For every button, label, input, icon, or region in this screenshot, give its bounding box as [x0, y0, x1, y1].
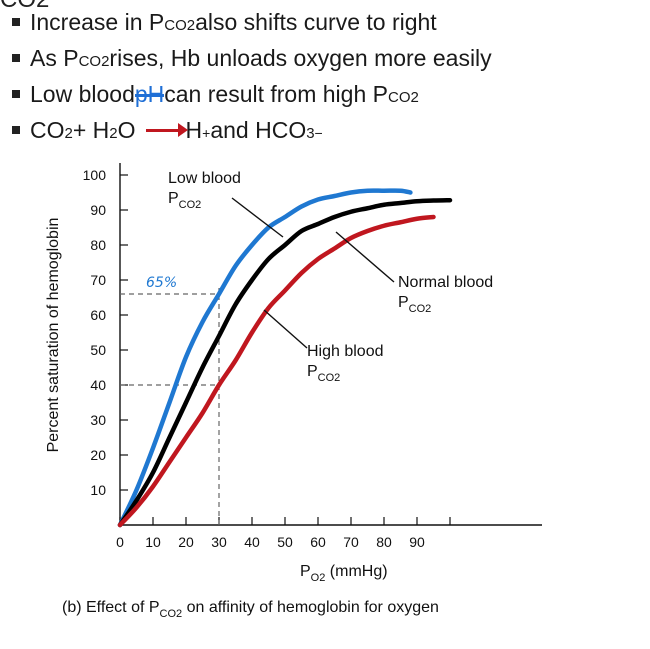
bullet-1-post: also shifts curve to right: [195, 9, 437, 35]
x-tick-label: 80: [376, 534, 392, 550]
eq-plus-h: + H: [72, 117, 110, 143]
annotation-sub: CO2: [179, 199, 202, 211]
y-tick-label: 20: [90, 447, 106, 463]
y-axis-label: Percent saturation of hemoglobin: [45, 218, 62, 453]
x-tick-label: 0: [116, 534, 124, 550]
eq-hco-sup: −: [314, 125, 323, 141]
y-tick-label: 80: [90, 237, 106, 253]
annotation-label: High blood: [307, 343, 384, 360]
annotation-label-sub: PCO2: [168, 190, 201, 211]
bullet-dot: [12, 18, 20, 26]
x-tick-label: 10: [145, 534, 161, 550]
eq-and-hco: and HCO: [210, 117, 307, 143]
chart-axes: 10 20 30 40 50 60 70 80 90 100 0 10 20 30 40 50 60 70 80 90: [83, 163, 542, 550]
bullet-dot: [12, 54, 20, 62]
y-tick-label: 70: [90, 272, 106, 288]
annotation-label-sub: PCO2: [307, 363, 340, 384]
eq-co: CO: [30, 117, 65, 143]
annotation-p: P: [398, 294, 409, 311]
x-tick-label: 20: [178, 534, 194, 550]
bullet-2-post: rises, Hb unloads oxygen more easily: [109, 45, 492, 71]
bullet-3-mid: can result from high P: [164, 81, 388, 107]
eq-h: H: [185, 117, 203, 143]
x-tick-label: 70: [343, 534, 359, 550]
handwritten-note: 65%: [146, 275, 177, 291]
bullet-2-sub: CO2: [78, 53, 110, 70]
bullet-list: Increase in P CO2 also shifts curve to ri…: [12, 6, 492, 150]
bullet-1-sub: CO2: [164, 17, 196, 34]
eq-h2o-sub: 2: [109, 125, 118, 142]
bullet-3: Low blood pH can result from high P CO2: [12, 78, 492, 114]
chart-curves: [117, 188, 453, 528]
bullet-2: As P CO2 rises, Hb unloads oxygen more ea…: [12, 42, 492, 78]
bullet-2-text: As P: [30, 45, 79, 71]
bullet-dot: [12, 126, 20, 134]
annotation-sub: CO2: [409, 303, 432, 315]
eq-o: O: [117, 117, 136, 143]
y-tick-label: 10: [90, 482, 106, 498]
annotation-label: Normal blood: [398, 274, 493, 291]
y-tick-label: 40: [90, 377, 106, 393]
annotation-leader-line: [231, 197, 284, 238]
y-tick-label: 90: [90, 202, 106, 218]
y-tick-label: 50: [90, 342, 106, 358]
figure-caption: (b) Effect of PCO2 on affinity of hemogl…: [62, 599, 439, 620]
eq-h-sup: +: [202, 125, 211, 141]
x-axis-label: PO2 (mmHg): [300, 563, 388, 584]
curve-low-pco2: [117, 188, 413, 528]
annotation-label: Low blood: [168, 170, 241, 187]
reaction-arrow-icon: [145, 123, 188, 137]
bullet-3-sub: CO2: [387, 89, 419, 106]
bullet-3-text: Low blood: [30, 81, 135, 107]
y-tick-label: 100: [83, 167, 107, 183]
annotation-label-sub: PCO2: [398, 294, 431, 315]
annotation-p: P: [168, 190, 179, 207]
annotation-leader-line: [263, 309, 308, 349]
eq-co-sub: 2: [64, 125, 73, 142]
x-tick-label: 40: [244, 534, 260, 550]
annotation-sub: CO2: [318, 372, 341, 384]
x-tick-label: 50: [277, 534, 293, 550]
curve-normal-pco2: [117, 197, 453, 528]
annotation-p: P: [307, 363, 318, 380]
scribbled-word: pH: [134, 78, 165, 110]
x-tick-label: 60: [310, 534, 326, 550]
x-tick-label: 30: [211, 534, 227, 550]
annotation-leader-line: [335, 231, 395, 283]
eq-hco-sub: 3: [306, 125, 315, 142]
bullet-dot: [12, 90, 20, 98]
y-tick-label: 60: [90, 307, 106, 323]
reference-lines: [120, 288, 220, 525]
curve-high-pco2: [117, 214, 436, 528]
x-tick-label: 90: [409, 534, 425, 550]
y-tick-label: 30: [90, 412, 106, 428]
slide-top-fragment: CO2: [0, 0, 49, 14]
bullet-1-text: Increase in P: [30, 9, 165, 35]
bullet-1: Increase in P CO2 also shifts curve to ri…: [12, 6, 492, 42]
